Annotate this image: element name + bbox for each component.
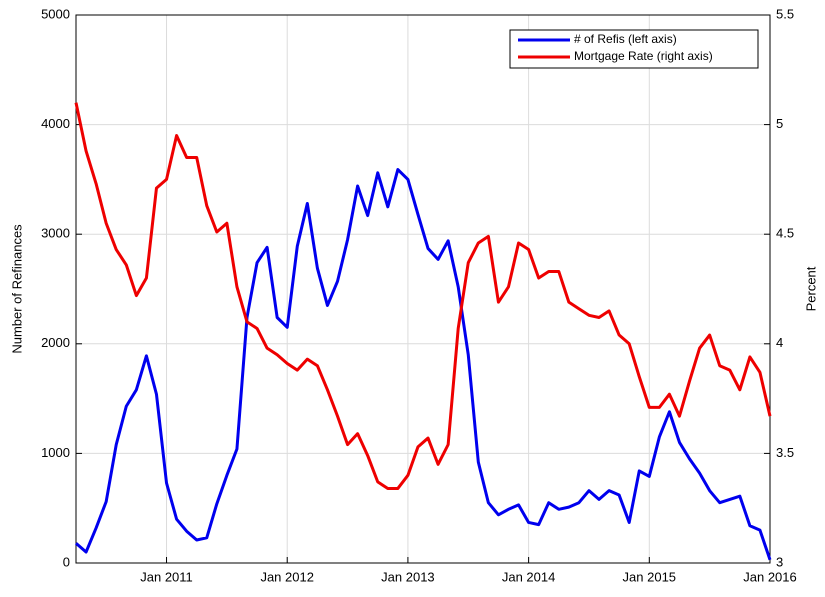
x-tick-label: Jan 2016 — [743, 569, 797, 584]
x-tick-label: Jan 2015 — [623, 569, 677, 584]
y2-tick-label: 3 — [776, 554, 783, 569]
y2-tick-label: 4 — [776, 335, 783, 350]
y-tick-label: 1000 — [41, 445, 70, 460]
y2-tick-label: 5.5 — [776, 6, 794, 21]
y2-axis-label: Percent — [803, 266, 818, 311]
legend-label: Mortgage Rate (right axis) — [574, 49, 713, 63]
y-tick-label: 3000 — [41, 226, 70, 241]
x-tick-label: Jan 2012 — [260, 569, 314, 584]
y2-tick-label: 5 — [776, 116, 783, 131]
x-tick-label: Jan 2014 — [502, 569, 556, 584]
legend-box — [509, 29, 759, 69]
legend-label: # of Refis (left axis) — [574, 32, 677, 46]
y2-tick-label: 3.5 — [776, 445, 794, 460]
plot-frame — [75, 14, 771, 564]
y-tick-label: 2000 — [41, 335, 70, 350]
series-line — [74, 102, 772, 490]
x-tick-label: Jan 2011 — [140, 569, 193, 584]
series-line — [75, 168, 772, 561]
y-tick-label: 5000 — [41, 6, 70, 21]
y2-tick-label: 4.5 — [776, 226, 794, 241]
y-tick-label: 4000 — [41, 116, 70, 131]
y-axis-label: Number of Refinances — [9, 224, 24, 354]
y-tick-label: 0 — [63, 554, 70, 569]
x-tick-label: Jan 2013 — [381, 569, 435, 584]
